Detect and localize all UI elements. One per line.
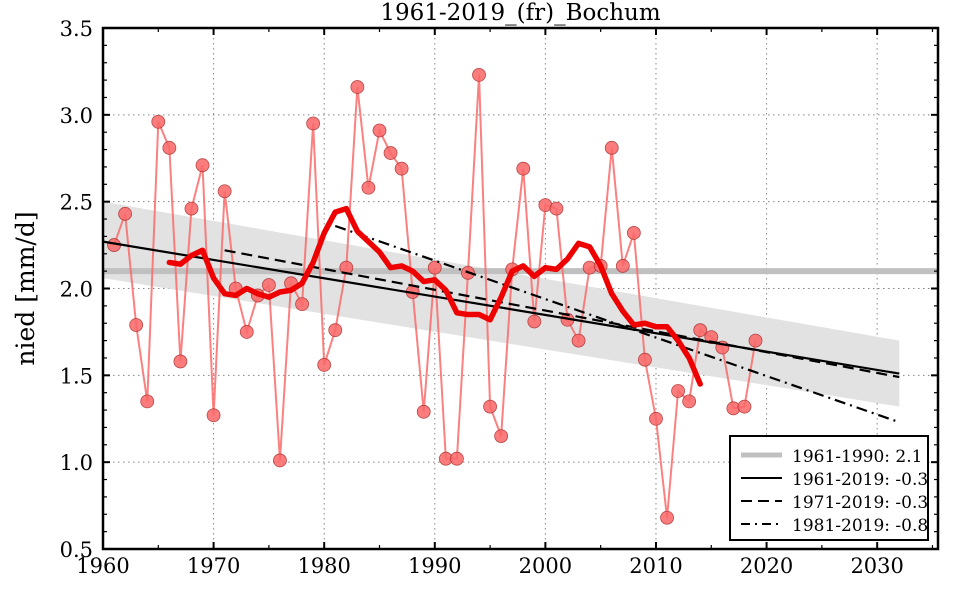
y-tick-label: 3.0 [60, 104, 93, 128]
observation-marker [273, 453, 287, 468]
y-tick-label: 2.0 [60, 278, 93, 302]
observation-marker [549, 201, 564, 216]
observation-marker [195, 158, 210, 173]
legend-label-0: 1961-1990: 2.1 [792, 447, 922, 467]
observation-marker [372, 123, 387, 138]
x-tick-label: 1980 [297, 554, 350, 578]
observation-marker [306, 116, 321, 131]
legend-label-2: 1971-2019: -0.3 [792, 493, 928, 513]
observation-marker [394, 161, 409, 176]
observation-marker [516, 161, 531, 176]
observation-marker [527, 314, 542, 329]
observation-marker [615, 259, 630, 273]
observation-marker [649, 411, 663, 426]
observation-marker [173, 354, 188, 369]
page-title: 1961-2019_(fr)_Bochum [380, 0, 661, 26]
x-tick-label: 2030 [850, 554, 903, 578]
observation-marker [682, 394, 697, 409]
observation-marker [748, 333, 763, 348]
legend-label-3: 1981-2019: -0.8 [792, 516, 928, 536]
legend-label-1: 1961-2019: -0.3 [792, 470, 928, 490]
x-tick-label: 2010 [629, 554, 682, 578]
observation-marker [129, 318, 144, 332]
observation-marker [483, 399, 497, 414]
observation-marker [217, 184, 232, 199]
y-tick-label: 2.5 [60, 191, 93, 215]
observation-marker [350, 80, 365, 94]
trend-line-1981-2019 [334, 224, 900, 424]
y-tick-label: 1.5 [60, 364, 93, 388]
observation-marker [140, 394, 155, 409]
observation-marker [118, 206, 133, 221]
smoothed-trend-line [166, 205, 703, 387]
observation-marker [206, 408, 221, 423]
observation-marker [261, 278, 276, 292]
x-tick-label: 2020 [740, 554, 793, 578]
observation-marker [361, 180, 376, 195]
observation-marker [638, 352, 652, 367]
y-tick-label: 3.5 [60, 17, 93, 41]
observation-marker [151, 114, 166, 129]
observation-marker [472, 67, 486, 82]
observation-marker [317, 358, 332, 372]
observation-marker [660, 510, 674, 525]
observation-marker [239, 325, 254, 339]
x-tick-label: 1960 [76, 554, 129, 578]
observation-marker [184, 201, 199, 216]
x-tick-label: 1990 [408, 554, 461, 578]
x-tick-label: 1970 [187, 554, 240, 578]
trend-line-1971-2019 [224, 249, 900, 379]
y-axis-title: nied [mm/d] [11, 211, 40, 365]
observation-marker [416, 404, 431, 419]
y-tick-label: 1.0 [60, 451, 93, 475]
observation-marker [383, 146, 398, 160]
confidence-band [103, 201, 900, 407]
y-tick-label: 0.5 [60, 538, 93, 562]
observation-marker [693, 323, 708, 338]
observation-marker [162, 140, 177, 155]
observation-marker [604, 140, 619, 155]
observation-marker [626, 226, 641, 240]
observation-marker [494, 429, 509, 444]
observation-marker [328, 323, 343, 338]
x-tick-label: 2000 [519, 554, 572, 578]
observation-marker [671, 384, 685, 398]
observation-marker [450, 451, 464, 466]
observation-marker [427, 260, 442, 275]
observation-marker [704, 330, 719, 345]
observation-marker [571, 333, 586, 348]
observation-marker [737, 399, 752, 414]
observation-marker [295, 297, 309, 312]
